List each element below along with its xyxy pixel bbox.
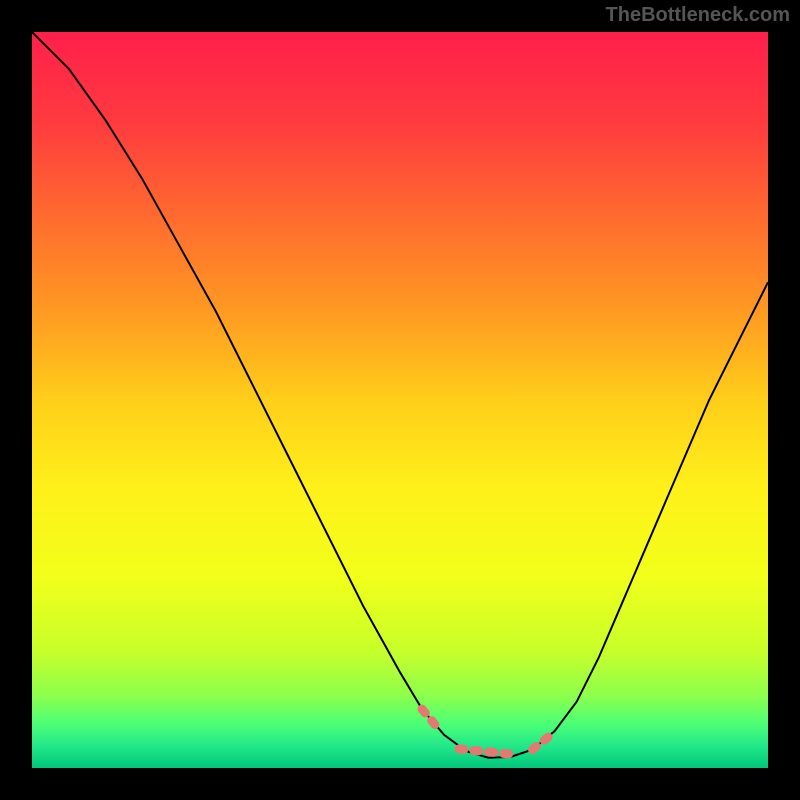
chart-svg [0,0,800,800]
bottleneck-chart: TheBottleneck.com [0,0,800,800]
plot-background [32,32,768,768]
watermark-text: TheBottleneck.com [606,4,790,27]
